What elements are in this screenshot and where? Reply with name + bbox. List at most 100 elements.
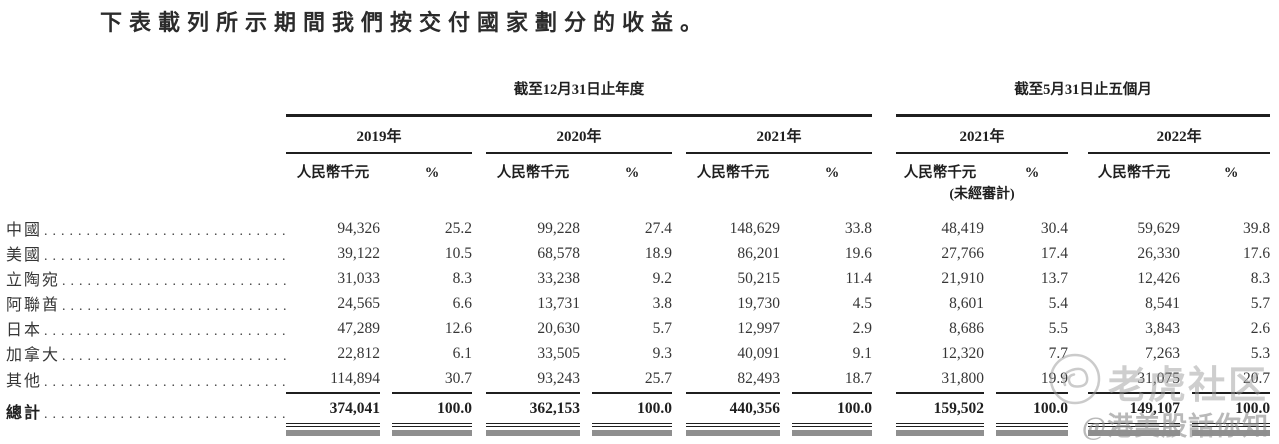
row-label: 阿聯酋 (6, 297, 61, 314)
cell-value: 11.4 (845, 270, 873, 287)
total-value: 100.0 (392, 392, 472, 427)
year-header-2022: 2022年 (1088, 115, 1271, 154)
cell-value: 7,263 (1145, 345, 1181, 362)
unit-header: 人民幣千元 (496, 165, 570, 181)
cell-value: 33,505 (537, 345, 580, 362)
cell-value: 3.8 (652, 295, 672, 312)
cell-value: 8,541 (1145, 295, 1181, 312)
cell-value: 5.3 (1250, 345, 1271, 362)
year-header-2021: 2021年 (686, 115, 873, 154)
unit-header: 人民幣千元 (296, 165, 370, 181)
bottom-rule (592, 430, 672, 436)
dot-leader (42, 322, 286, 342)
cell-value: 20.7 (1242, 370, 1271, 387)
year-header-row: 2019年 2020年 2021年 2021年 2022年 (6, 115, 1271, 154)
total-value: 100.0 (592, 392, 672, 427)
pct-header: % (1024, 165, 1040, 181)
cell-value: 18.9 (644, 245, 672, 262)
dot-leader (60, 347, 286, 367)
row-label: 中國 (6, 222, 43, 239)
unit-header: 人民幣千元 (696, 165, 770, 181)
dot-leader (42, 405, 286, 425)
total-value: 440,356 (686, 392, 780, 427)
row-label: 日本 (6, 322, 43, 339)
cell-value: 31,033 (337, 270, 380, 287)
total-row: 總計 374,041 100.0 362,153 100.0 440,356 1… (6, 392, 1271, 427)
total-value: 159,502 (896, 392, 985, 427)
cell-value: 3,843 (1145, 320, 1181, 337)
cell-value: 6.1 (452, 345, 472, 362)
bottom-rule (392, 430, 472, 436)
cell-value: 25.2 (444, 220, 472, 237)
cell-value: 8.3 (1250, 270, 1271, 287)
cell-value: 31,075 (1137, 370, 1181, 387)
cell-value: 39,122 (337, 245, 380, 262)
pct-header: % (824, 165, 840, 181)
cell-value: 40,091 (737, 345, 780, 362)
year-header-2020: 2020年 (486, 115, 672, 154)
cell-value: 48,419 (941, 220, 985, 237)
row-label: 立陶宛 (6, 272, 61, 289)
total-value: 362,153 (486, 392, 580, 427)
cell-value: 5.7 (1250, 295, 1271, 312)
cell-value: 13,731 (537, 295, 580, 312)
cell-value: 5.4 (1048, 295, 1069, 312)
cell-value: 27,766 (941, 245, 985, 262)
cell-value: 17.4 (1040, 245, 1069, 262)
unit-header: 人民幣千元 (1097, 165, 1171, 181)
cell-value: 20,630 (537, 320, 580, 337)
cell-value: 9.2 (652, 270, 672, 287)
cell-value: 5.7 (652, 320, 672, 337)
total-value: 100.0 (996, 392, 1069, 427)
total-value: 100.0 (792, 392, 873, 427)
cell-value: 22,812 (337, 345, 380, 362)
unit-header-row: 人民幣千元 % 人民幣千元 % 人民幣千元 % 人民幣千元 % 人民幣千元 % (6, 153, 1270, 183)
cell-value: 19.9 (1040, 370, 1069, 387)
table-row: 中國 94,326 25.2 99,228 27.4 148,629 33.8 … (6, 217, 1270, 242)
cell-value: 10.5 (444, 245, 472, 262)
cell-value: 12,426 (1137, 270, 1181, 287)
cell-value: 7.7 (1048, 345, 1069, 362)
page-title: 下表載列所示期間我們按交付國家劃分的收益。 (100, 10, 710, 35)
cell-value: 19,730 (737, 295, 780, 312)
cell-value: 5.5 (1048, 320, 1069, 337)
dot-leader (42, 247, 286, 267)
cell-value: 86,201 (737, 245, 780, 262)
cell-value: 50,215 (737, 270, 780, 287)
cell-value: 94,326 (337, 220, 380, 237)
unaudited-row: (未經審計) (6, 183, 1270, 217)
cell-value: 30.7 (444, 370, 472, 387)
cell-value: 26,330 (1137, 245, 1181, 262)
pct-header: % (424, 165, 440, 181)
bottom-rule (1192, 430, 1271, 436)
cell-value: 114,894 (330, 370, 380, 387)
dot-leader (42, 222, 286, 242)
bottom-rule (486, 430, 580, 436)
cell-value: 59,629 (1137, 220, 1181, 237)
row-label: 加拿大 (6, 347, 61, 364)
cell-value: 8,686 (949, 320, 985, 337)
cell-value: 12,997 (737, 320, 780, 337)
bottom-rule (686, 430, 780, 436)
cell-value: 9.3 (652, 345, 672, 362)
cell-value: 82,493 (737, 370, 780, 387)
cell-value: 2.9 (852, 320, 873, 337)
group-header-five-months: 截至5月31日止五個月 (896, 80, 1271, 117)
bottom-rule (1088, 430, 1181, 436)
bottom-rule (286, 430, 380, 436)
cell-value: 21,910 (941, 270, 985, 287)
period-group-header-row: 截至12月31日止年度 截至5月31日止五個月 (6, 80, 1271, 117)
cell-value: 12,320 (941, 345, 985, 362)
revenue-by-country-table: 截至12月31日止年度 截至5月31日止五個月 2019年 2020年 2021… (6, 80, 1271, 436)
row-label: 美國 (6, 247, 43, 264)
cell-value: 31,800 (941, 370, 985, 387)
cell-value: 9.1 (852, 345, 873, 362)
unaudited-note: (未經審計) (949, 187, 1015, 202)
cell-value: 6.6 (452, 295, 472, 312)
cell-value: 33.8 (844, 220, 873, 237)
cell-value: 19.6 (844, 245, 873, 262)
table-row: 日本 47,289 12.6 20,630 5.7 12,997 2.9 8,6… (6, 317, 1270, 342)
bottom-rule-row (6, 430, 1271, 436)
cell-value: 99,228 (537, 220, 580, 237)
cell-value: 17.6 (1242, 245, 1271, 262)
